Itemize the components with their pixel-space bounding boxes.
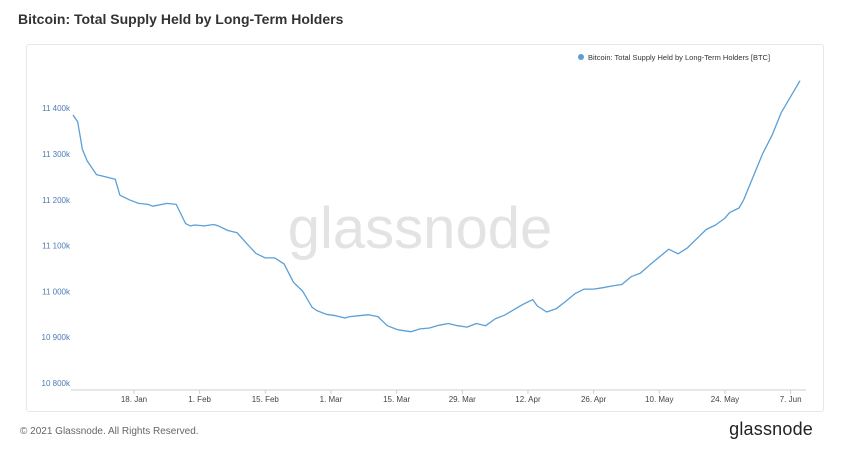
x-tick-label: 1. Mar [320,395,343,404]
legend-marker [578,54,584,60]
x-tick-label: 12. Apr [515,395,541,404]
y-tick-label: 11 200k [42,196,71,205]
y-tick-label: 10 900k [42,333,71,342]
chart-frame [26,44,824,412]
y-axis: 10 800k 10 900k 11 000k 11 100k 11 200k 11 30… [42,104,71,388]
legend: Bitcoin: Total Supply Held by Long-Term … [578,53,770,62]
footer-copyright: © 2021 Glassnode. All Rights Reserved. [20,426,199,437]
x-tick-label: 15. Feb [252,395,280,404]
watermark-logo: glassnode [288,196,552,261]
x-tick-label: 18. Jan [121,395,147,404]
x-tick-label: 7. Jun [780,395,802,404]
y-tick-label: 11 400k [42,104,71,113]
x-tick-label: 24. May [711,395,739,404]
legend-label: Bitcoin: Total Supply Held by Long-Term … [588,53,770,62]
x-axis: 18. Jan 1. Feb 15. Feb 1. Mar 15. Mar 29. Mar… [71,389,806,404]
y-tick-label: 11 000k [42,287,71,296]
y-tick-label: 11 100k [42,242,71,251]
x-tick-label: 15. Mar [383,395,410,404]
x-tick-label: 29. Mar [449,395,476,404]
y-tick-label: 11 300k [42,150,71,159]
x-tick-label: 26. Apr [581,395,607,404]
chart-title: Bitcoin: Total Supply Held by Long-Term … [18,11,344,27]
x-tick-label: 10. May [645,395,673,404]
footer-logo: glassnode [729,419,813,439]
series-line [72,80,801,333]
x-tick-label: 1. Feb [188,395,211,404]
y-tick-label: 10 800k [42,379,71,388]
